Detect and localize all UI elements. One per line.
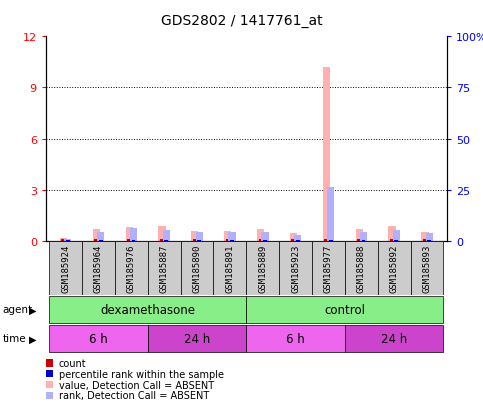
Bar	[325, 240, 328, 242]
Bar	[181, 242, 213, 295]
Bar	[393, 230, 400, 242]
Text: GSM185888: GSM185888	[357, 244, 366, 292]
Text: GSM185977: GSM185977	[324, 244, 333, 292]
Text: rank, Detection Call = ABSENT: rank, Detection Call = ABSENT	[59, 390, 209, 400]
Text: GSM185889: GSM185889	[258, 244, 267, 292]
Bar	[362, 240, 366, 242]
Bar	[261, 232, 269, 242]
Bar	[197, 240, 201, 242]
Bar	[296, 240, 300, 242]
Bar	[93, 229, 100, 242]
Bar	[191, 231, 199, 242]
Bar	[130, 229, 137, 242]
Bar	[390, 240, 394, 242]
Bar	[378, 242, 411, 295]
Bar	[94, 240, 98, 242]
Text: GSM185893: GSM185893	[423, 244, 431, 292]
Bar	[148, 325, 246, 353]
Bar	[294, 235, 301, 242]
Bar	[60, 239, 67, 242]
Text: GSM185890: GSM185890	[193, 244, 201, 292]
Bar	[328, 240, 333, 242]
Bar	[360, 232, 367, 242]
Text: control: control	[325, 303, 366, 316]
Bar	[355, 229, 363, 242]
Bar	[64, 239, 71, 242]
Bar	[99, 240, 102, 242]
Text: GSM185924: GSM185924	[61, 244, 70, 292]
Text: GDS2802 / 1417761_at: GDS2802 / 1417761_at	[161, 14, 322, 28]
Bar	[97, 232, 104, 242]
Text: GSM185887: GSM185887	[160, 244, 169, 292]
Bar	[160, 240, 164, 242]
Bar	[327, 187, 334, 242]
Bar	[115, 242, 148, 295]
Bar	[49, 296, 246, 324]
Bar	[163, 230, 170, 242]
Bar	[66, 240, 70, 242]
Text: 24 h: 24 h	[184, 332, 210, 345]
Bar	[388, 227, 396, 242]
Text: ▶: ▶	[29, 334, 37, 344]
Bar	[257, 229, 264, 242]
Text: dexamethasone: dexamethasone	[100, 303, 195, 316]
Text: GSM185964: GSM185964	[94, 244, 103, 292]
Bar	[196, 233, 203, 242]
Bar	[148, 242, 181, 295]
Bar	[395, 240, 398, 242]
Text: agent: agent	[2, 305, 32, 315]
Bar	[291, 240, 296, 242]
Text: 6 h: 6 h	[286, 332, 305, 345]
Bar	[193, 240, 197, 242]
Bar	[279, 242, 312, 295]
Bar	[226, 240, 230, 242]
Text: time: time	[2, 334, 26, 344]
Bar	[82, 242, 115, 295]
Text: GSM185891: GSM185891	[226, 244, 234, 292]
Bar	[246, 296, 443, 324]
Bar	[49, 242, 82, 295]
Text: GSM185976: GSM185976	[127, 244, 136, 292]
Bar	[421, 232, 428, 242]
Text: value, Detection Call = ABSENT: value, Detection Call = ABSENT	[59, 380, 214, 389]
Bar	[61, 240, 65, 242]
Bar	[323, 68, 330, 242]
Bar	[246, 325, 345, 353]
Text: GSM185892: GSM185892	[390, 244, 398, 292]
Bar	[427, 240, 431, 242]
Text: 24 h: 24 h	[381, 332, 407, 345]
Bar	[213, 242, 246, 295]
Bar	[224, 231, 231, 242]
Bar	[230, 240, 234, 242]
Text: count: count	[59, 358, 86, 368]
Text: ▶: ▶	[29, 305, 37, 315]
Bar	[228, 233, 236, 242]
Bar	[258, 240, 263, 242]
Bar	[49, 325, 148, 353]
Text: 6 h: 6 h	[89, 332, 108, 345]
Bar	[357, 240, 361, 242]
Bar	[131, 240, 135, 242]
Bar	[263, 240, 267, 242]
Bar	[158, 227, 166, 242]
Bar	[312, 242, 345, 295]
Bar	[290, 233, 297, 242]
Text: percentile rank within the sample: percentile rank within the sample	[59, 369, 224, 379]
Bar	[127, 240, 131, 242]
Bar	[426, 233, 433, 242]
Bar	[164, 240, 168, 242]
Bar	[345, 325, 443, 353]
Text: GSM185923: GSM185923	[291, 244, 300, 292]
Bar	[246, 242, 279, 295]
Bar	[126, 227, 133, 242]
Bar	[411, 242, 443, 295]
Bar	[345, 242, 378, 295]
Bar	[423, 240, 427, 242]
